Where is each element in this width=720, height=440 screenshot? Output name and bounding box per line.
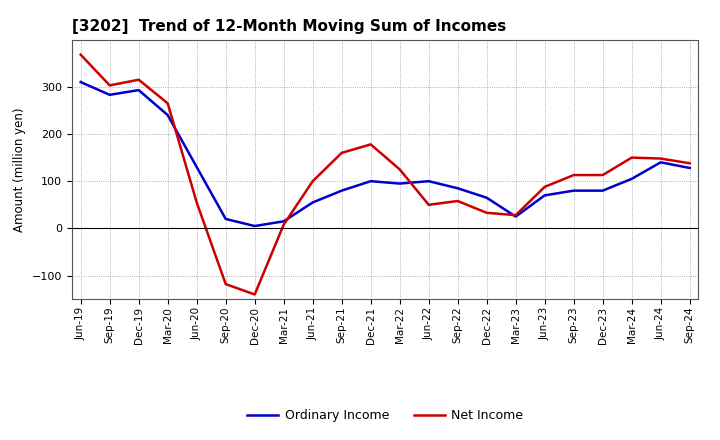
Net Income xyxy=(598,172,607,178)
Ordinary Income xyxy=(395,181,404,186)
Ordinary Income xyxy=(482,195,491,200)
Net Income xyxy=(192,200,201,205)
Net Income xyxy=(570,172,578,178)
Ordinary Income xyxy=(424,179,433,184)
Net Income xyxy=(627,155,636,160)
Net Income xyxy=(482,210,491,216)
Ordinary Income xyxy=(598,188,607,193)
Ordinary Income xyxy=(366,179,375,184)
Net Income xyxy=(251,292,259,297)
Ordinary Income xyxy=(251,224,259,229)
Net Income xyxy=(221,282,230,287)
Net Income xyxy=(511,213,520,218)
Ordinary Income xyxy=(685,165,694,171)
Net Income xyxy=(657,156,665,161)
Net Income xyxy=(308,179,317,184)
Net Income xyxy=(279,222,288,227)
Ordinary Income xyxy=(279,219,288,224)
Ordinary Income xyxy=(76,80,85,85)
Ordinary Income xyxy=(163,113,172,118)
Ordinary Income xyxy=(192,165,201,170)
Line: Net Income: Net Income xyxy=(81,55,690,294)
Ordinary Income xyxy=(105,92,114,98)
Ordinary Income xyxy=(657,160,665,165)
Net Income xyxy=(685,161,694,166)
Net Income xyxy=(541,184,549,190)
Net Income xyxy=(395,167,404,172)
Ordinary Income xyxy=(454,186,462,191)
Net Income xyxy=(76,52,85,57)
Net Income xyxy=(163,101,172,106)
Ordinary Income xyxy=(627,176,636,181)
Net Income xyxy=(424,202,433,207)
Ordinary Income xyxy=(541,193,549,198)
Ordinary Income xyxy=(308,200,317,205)
Net Income xyxy=(366,142,375,147)
Net Income xyxy=(454,198,462,204)
Net Income xyxy=(135,77,143,82)
Ordinary Income xyxy=(221,216,230,222)
Net Income xyxy=(338,150,346,155)
Ordinary Income xyxy=(570,188,578,193)
Ordinary Income xyxy=(135,88,143,93)
Text: [3202]  Trend of 12-Month Moving Sum of Incomes: [3202] Trend of 12-Month Moving Sum of I… xyxy=(72,19,506,34)
Legend: Ordinary Income, Net Income: Ordinary Income, Net Income xyxy=(242,404,528,427)
Net Income xyxy=(105,83,114,88)
Ordinary Income xyxy=(511,214,520,219)
Ordinary Income xyxy=(338,188,346,193)
Line: Ordinary Income: Ordinary Income xyxy=(81,82,690,226)
Y-axis label: Amount (million yen): Amount (million yen) xyxy=(14,107,27,231)
